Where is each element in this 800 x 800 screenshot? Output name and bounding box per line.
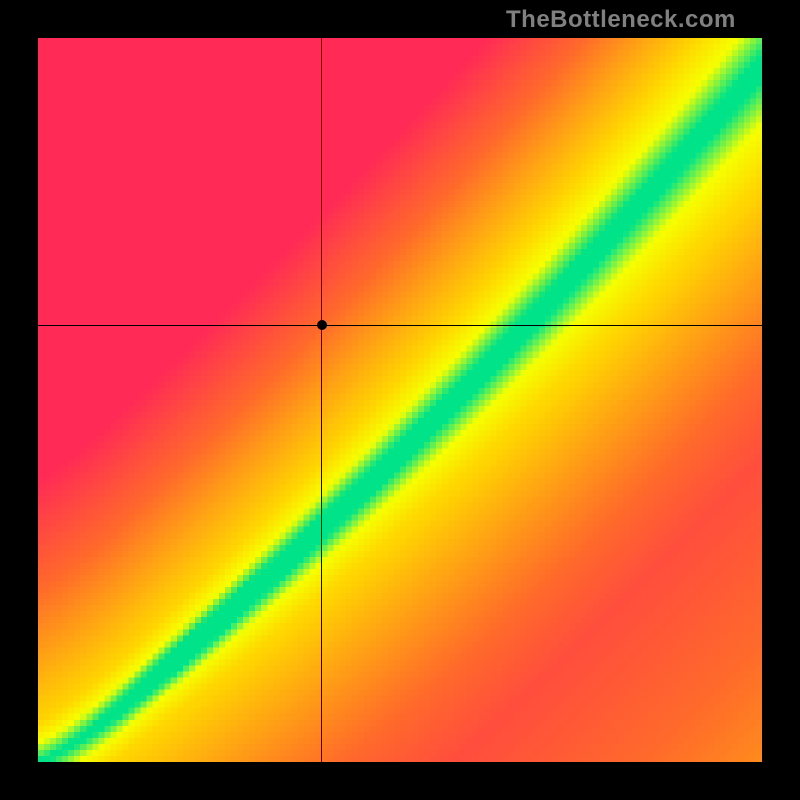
crosshair-vertical	[321, 38, 322, 762]
heatmap-plot	[38, 38, 762, 762]
heatmap-canvas	[38, 38, 762, 762]
watermark-text: TheBottleneck.com	[506, 6, 736, 34]
crosshair-horizontal	[38, 325, 762, 326]
